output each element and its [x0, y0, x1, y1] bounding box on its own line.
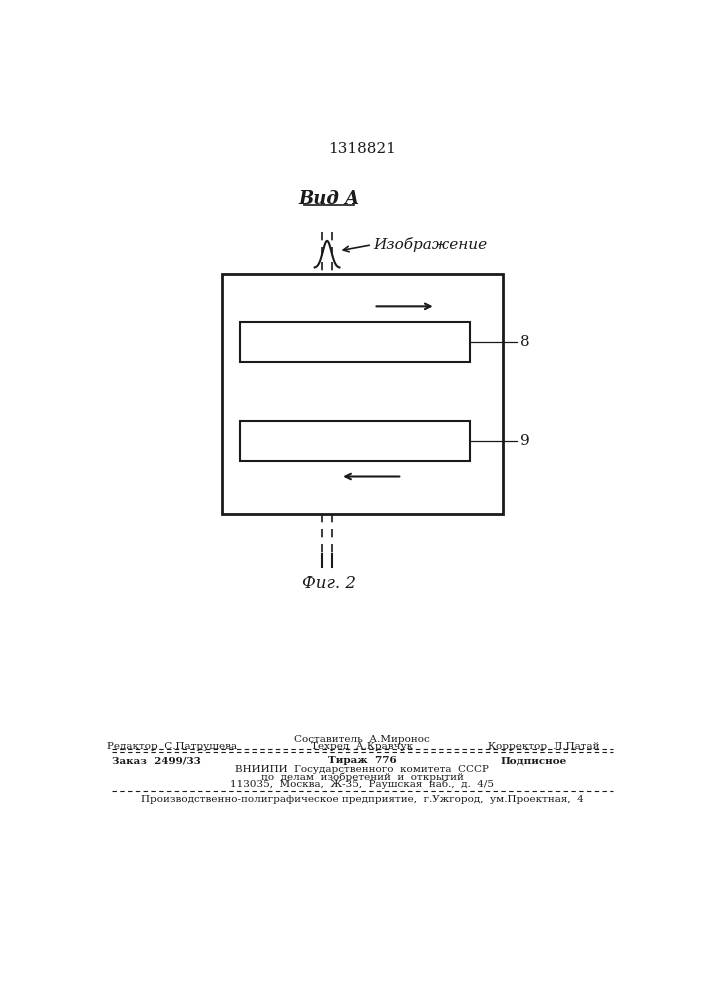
Text: 9: 9: [520, 434, 530, 448]
Text: Производственно-полиграфическое предприятие,  г.Ужгород,  ум.Проектная,  4: Производственно-полиграфическое предприя…: [141, 795, 583, 804]
Text: ВНИИПИ  Государственного  комитета  СССР: ВНИИПИ Государственного комитета СССР: [235, 765, 489, 774]
Bar: [222, 274, 503, 514]
Text: Фиг. 2: Фиг. 2: [302, 575, 356, 592]
Text: Заказ  2499/33: Заказ 2499/33: [112, 756, 201, 765]
Text: Техред  А.Кравчук: Техред А.Кравчук: [311, 742, 413, 751]
Text: 8: 8: [520, 335, 530, 349]
Text: Изображение: Изображение: [373, 237, 488, 252]
Text: Вид A: Вид A: [298, 190, 359, 208]
Bar: [240, 421, 469, 461]
Bar: [240, 322, 469, 362]
Text: Подписное: Подписное: [501, 756, 567, 765]
Text: по  делам  изобретений  и  открытий: по делам изобретений и открытий: [260, 772, 463, 782]
Text: 113035,  Москва,  Ж-35,  Раушская  наб.,  д.  4/5: 113035, Москва, Ж-35, Раушская наб., д. …: [230, 780, 494, 789]
Text: Редактор  С.Патрушева: Редактор С.Патрушева: [107, 742, 237, 751]
Text: Корректор  Л.Патай: Корректор Л.Патай: [489, 742, 600, 751]
Text: Составитель  А.Миронос: Составитель А.Миронос: [294, 735, 430, 744]
Text: 1318821: 1318821: [328, 142, 396, 156]
Text: Тираж  776: Тираж 776: [327, 756, 397, 765]
